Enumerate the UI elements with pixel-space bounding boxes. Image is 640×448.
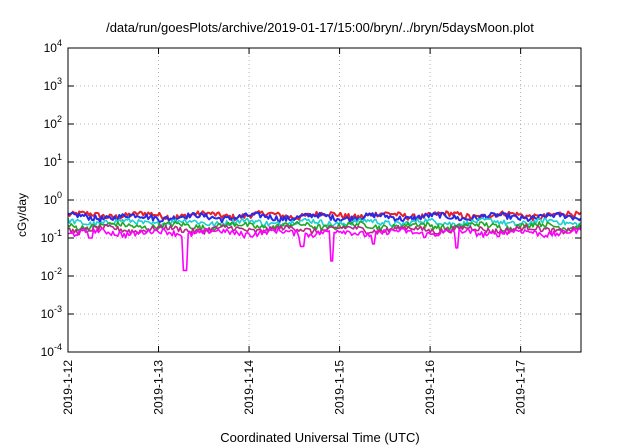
x-tick-label: 2019-1-14 xyxy=(242,360,256,415)
x-tick-label: 2019-1-15 xyxy=(333,360,347,415)
x-axis-label: Coordinated Universal Time (UTC) xyxy=(220,430,420,445)
series-line xyxy=(67,211,582,224)
y-tick-label: 104 xyxy=(44,38,62,55)
chart-title: /data/run/goesPlots/archive/2019-01-17/1… xyxy=(106,20,534,35)
series-line xyxy=(67,227,582,272)
y-tick-label: 10-3 xyxy=(41,304,62,321)
plot-frame xyxy=(67,47,582,353)
y-tick-label: 10-2 xyxy=(41,266,62,283)
y-tick-label: 10-1 xyxy=(41,228,62,245)
y-tick-label: 100 xyxy=(44,190,62,207)
x-tick-label: 2019-1-16 xyxy=(423,360,437,415)
y-tick-label: 10-4 xyxy=(41,342,62,359)
y-tick-label: 101 xyxy=(44,152,62,169)
y-axis-label: cGy/day xyxy=(15,192,29,238)
y-tick-label: 103 xyxy=(44,76,62,93)
y-tick-label: 102 xyxy=(44,114,62,131)
x-tick-label: 2019-1-13 xyxy=(152,360,166,415)
x-tick-label: 2019-1-12 xyxy=(61,360,75,415)
series-line xyxy=(67,220,582,233)
x-tick-label: 2019-1-17 xyxy=(514,360,528,415)
